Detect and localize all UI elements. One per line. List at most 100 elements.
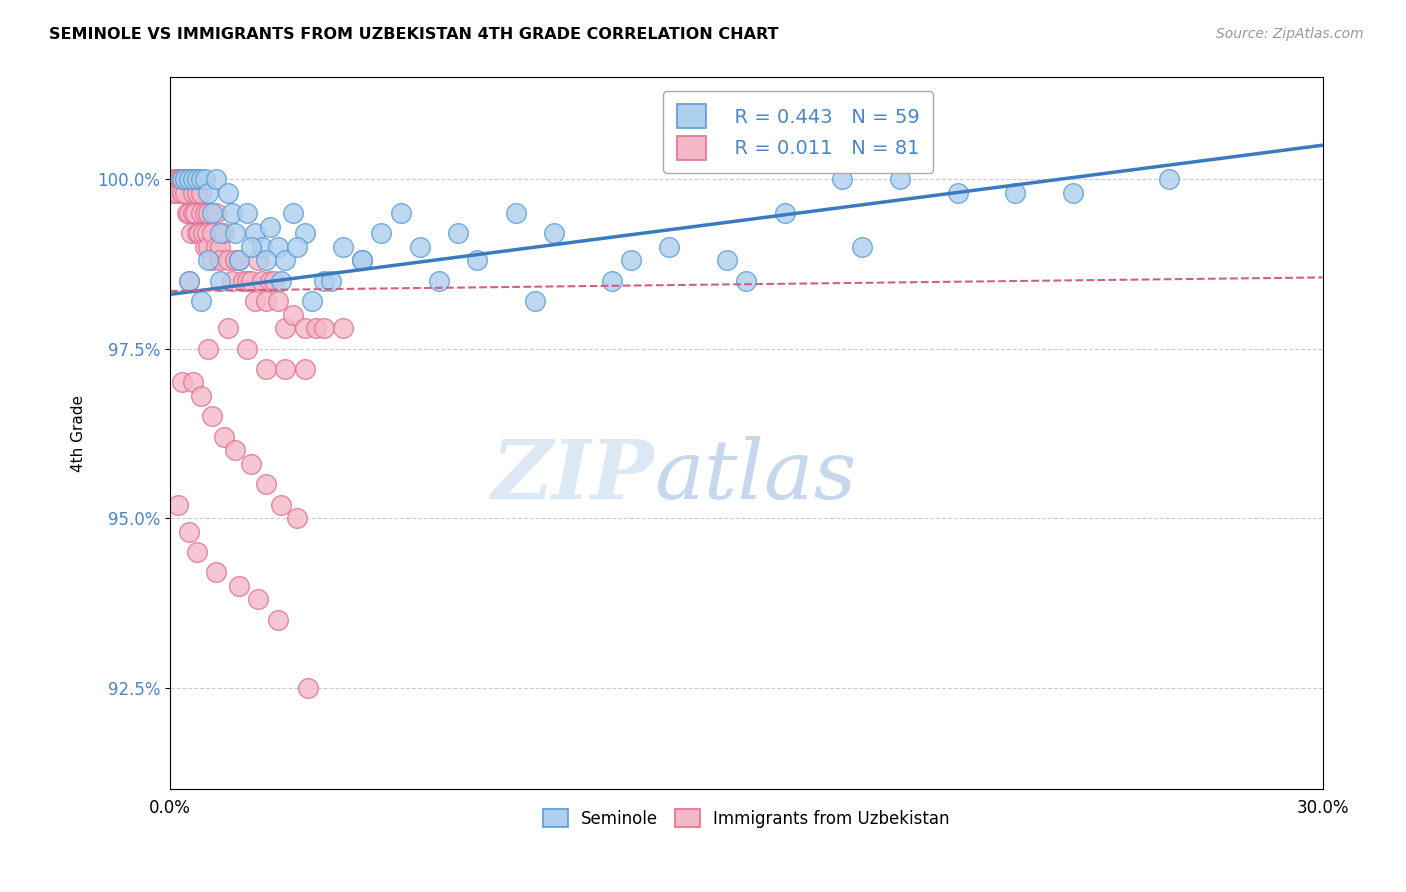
Point xyxy=(274,321,297,335)
Point xyxy=(243,294,266,309)
Point xyxy=(169,172,191,186)
Text: Source: ZipAtlas.com: Source: ZipAtlas.com xyxy=(1216,27,1364,41)
Point xyxy=(186,172,208,186)
Point xyxy=(217,253,239,268)
Text: SEMINOLE VS IMMIGRANTS FROM UZBEKISTAN 4TH GRADE CORRELATION CHART: SEMINOLE VS IMMIGRANTS FROM UZBEKISTAN 4… xyxy=(49,27,779,42)
Point xyxy=(270,498,292,512)
Point xyxy=(312,321,335,335)
Point xyxy=(197,253,219,268)
Point xyxy=(263,274,285,288)
Point xyxy=(190,206,212,220)
Point xyxy=(174,172,197,186)
Point xyxy=(179,206,201,220)
Point xyxy=(352,253,374,268)
Point xyxy=(294,227,316,241)
Point xyxy=(252,240,274,254)
Point xyxy=(179,274,201,288)
Point xyxy=(190,172,212,186)
Point xyxy=(190,389,212,403)
Point xyxy=(243,227,266,241)
Point xyxy=(194,172,217,186)
Point xyxy=(205,206,228,220)
Point xyxy=(205,566,228,580)
Point xyxy=(201,206,224,220)
Point xyxy=(197,186,219,200)
Point xyxy=(217,186,239,200)
Point xyxy=(274,362,297,376)
Point xyxy=(179,172,201,186)
Point xyxy=(194,240,217,254)
Point xyxy=(889,172,911,186)
Point xyxy=(297,681,319,695)
Point xyxy=(294,362,316,376)
Point xyxy=(294,321,316,335)
Point xyxy=(208,240,231,254)
Point xyxy=(187,227,209,241)
Point xyxy=(254,362,277,376)
Point xyxy=(524,294,547,309)
Point xyxy=(166,186,188,200)
Point xyxy=(208,227,231,241)
Point xyxy=(831,172,853,186)
Point xyxy=(186,545,208,559)
Point xyxy=(1062,186,1084,200)
Point xyxy=(201,253,224,268)
Point xyxy=(166,172,188,186)
Point xyxy=(201,409,224,424)
Point xyxy=(224,443,246,458)
Point xyxy=(851,240,873,254)
Point xyxy=(163,186,186,200)
Y-axis label: 4th Grade: 4th Grade xyxy=(72,395,86,472)
Legend: Seminole, Immigrants from Uzbekistan: Seminole, Immigrants from Uzbekistan xyxy=(536,802,956,834)
Point xyxy=(236,342,259,356)
Point xyxy=(270,274,292,288)
Point xyxy=(247,592,270,607)
Point xyxy=(600,274,623,288)
Point xyxy=(259,274,281,288)
Point xyxy=(212,430,235,444)
Point xyxy=(217,321,239,335)
Point xyxy=(239,240,262,254)
Point xyxy=(658,240,681,254)
Point xyxy=(259,219,281,234)
Point xyxy=(166,498,188,512)
Point xyxy=(447,227,470,241)
Point xyxy=(305,321,328,335)
Point xyxy=(239,457,262,471)
Point xyxy=(180,227,202,241)
Point xyxy=(197,342,219,356)
Point xyxy=(205,172,228,186)
Point xyxy=(208,274,231,288)
Point xyxy=(184,206,207,220)
Point xyxy=(221,274,243,288)
Point xyxy=(266,240,288,254)
Point xyxy=(190,294,212,309)
Point xyxy=(197,240,219,254)
Point xyxy=(236,206,259,220)
Point xyxy=(170,376,193,390)
Point xyxy=(236,274,259,288)
Point xyxy=(174,172,197,186)
Point xyxy=(1157,172,1180,186)
Point xyxy=(163,172,186,186)
Point xyxy=(247,253,270,268)
Point xyxy=(212,227,235,241)
Point xyxy=(352,253,374,268)
Point xyxy=(190,186,212,200)
Point xyxy=(773,206,796,220)
Point xyxy=(201,227,224,241)
Point xyxy=(467,253,489,268)
Point xyxy=(224,227,246,241)
Point xyxy=(254,477,277,491)
Point xyxy=(228,253,250,268)
Point xyxy=(170,172,193,186)
Point xyxy=(181,376,204,390)
Point xyxy=(176,206,198,220)
Point xyxy=(170,172,193,186)
Point xyxy=(285,511,308,525)
Point xyxy=(252,274,274,288)
Point xyxy=(208,253,231,268)
Point xyxy=(281,308,304,322)
Point xyxy=(186,227,208,241)
Point xyxy=(181,186,204,200)
